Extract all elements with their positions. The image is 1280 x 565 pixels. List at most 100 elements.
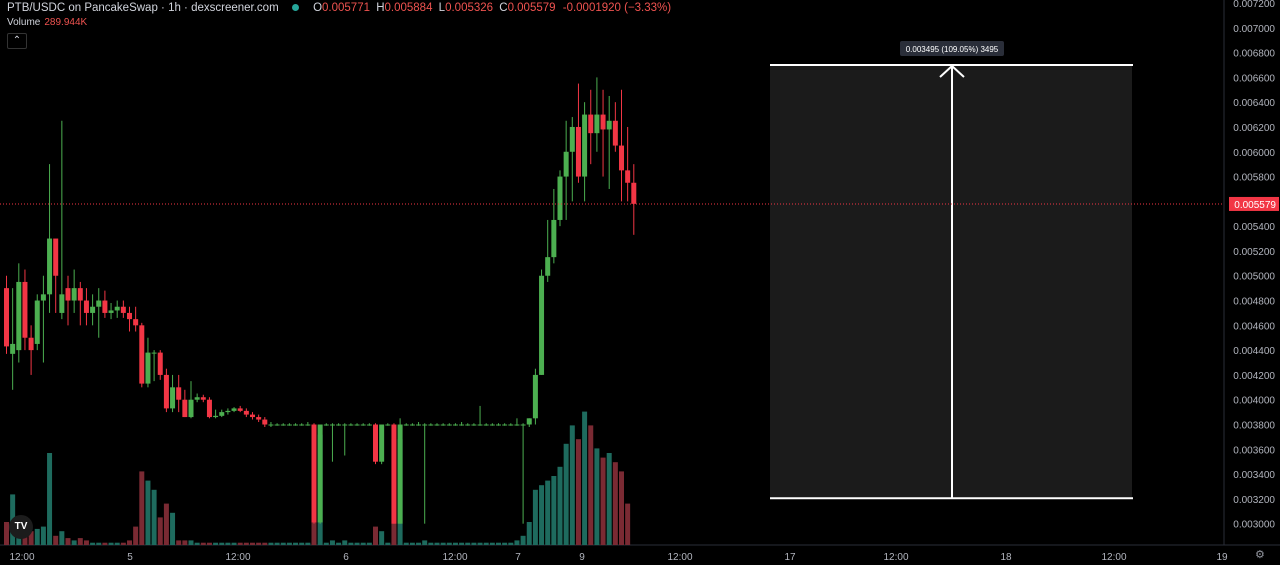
candle-body bbox=[545, 257, 551, 276]
volume-bar bbox=[551, 476, 557, 545]
volume-bar bbox=[151, 489, 157, 545]
candle-body bbox=[619, 145, 624, 171]
volume-bar bbox=[563, 443, 569, 545]
y-tick-label: 0.006600 bbox=[1233, 73, 1275, 84]
volume-bar bbox=[539, 485, 545, 545]
candle-body bbox=[409, 424, 415, 426]
candle-body bbox=[563, 151, 569, 177]
y-tick-label: 0.003400 bbox=[1233, 470, 1275, 481]
candle-body bbox=[336, 424, 342, 426]
candle-body bbox=[434, 424, 440, 426]
x-tick-label: 17 bbox=[784, 552, 796, 563]
volume-bar bbox=[428, 542, 434, 545]
candle-body bbox=[631, 182, 637, 204]
candle-body bbox=[200, 397, 206, 400]
volume-bar bbox=[127, 540, 132, 545]
volume-bar bbox=[139, 471, 145, 545]
x-tick-label: 12:00 bbox=[442, 552, 467, 563]
candle-body bbox=[373, 424, 378, 462]
candle-body bbox=[231, 408, 237, 411]
volume-bar bbox=[274, 542, 280, 545]
candle-body bbox=[151, 352, 157, 354]
volume-bar bbox=[188, 540, 194, 545]
candle-body bbox=[102, 300, 108, 313]
volume-bar bbox=[280, 542, 286, 545]
volume-bar bbox=[59, 531, 65, 545]
chevron-up-icon[interactable]: ⌃ bbox=[7, 33, 27, 49]
volume-bar bbox=[354, 542, 360, 545]
volume-bar bbox=[293, 542, 299, 545]
candle-body bbox=[366, 424, 372, 426]
candle-body bbox=[354, 424, 360, 426]
gear-icon[interactable]: ⚙ bbox=[1255, 549, 1265, 561]
candle-body bbox=[452, 424, 458, 426]
candle-body bbox=[594, 114, 600, 134]
volume-bar bbox=[336, 542, 342, 545]
candle-body bbox=[397, 424, 403, 524]
candle-body bbox=[532, 374, 538, 419]
volume-bar bbox=[96, 542, 102, 545]
measure-arrow-head-icon bbox=[939, 64, 965, 78]
candle-body bbox=[47, 238, 53, 295]
volume-bar bbox=[170, 512, 176, 545]
volume-bar bbox=[83, 540, 89, 545]
candle-body bbox=[391, 424, 397, 524]
close-value: 0.005579 bbox=[507, 2, 556, 14]
y-tick-label: 0.005000 bbox=[1233, 272, 1275, 283]
high-value: 0.005884 bbox=[384, 2, 433, 14]
volume-bar bbox=[606, 453, 612, 545]
volume-bar bbox=[194, 542, 200, 545]
candle-body bbox=[65, 288, 71, 301]
volume-bar bbox=[176, 540, 182, 545]
candle-body bbox=[526, 418, 532, 425]
volume-bar bbox=[446, 542, 452, 545]
volume-bar bbox=[483, 542, 489, 545]
volume-bar bbox=[360, 542, 366, 545]
volume-bar bbox=[65, 538, 71, 545]
candle-body bbox=[225, 410, 231, 413]
volume-bar bbox=[145, 480, 151, 545]
volume-bar bbox=[28, 531, 34, 545]
tradingview-logo-icon[interactable]: TV bbox=[9, 515, 33, 539]
candle-body bbox=[90, 306, 96, 313]
volume-bar bbox=[409, 542, 415, 545]
y-tick-label: 0.004400 bbox=[1233, 346, 1275, 357]
y-tick-label: 0.003200 bbox=[1233, 495, 1275, 506]
candle-body bbox=[188, 399, 194, 418]
volume-value: 289.944K bbox=[44, 17, 88, 28]
volume-bar bbox=[299, 542, 305, 545]
candle-body bbox=[237, 408, 243, 411]
candle-body bbox=[133, 319, 139, 326]
candle-body bbox=[582, 114, 588, 177]
volume-label: Volume bbox=[7, 17, 41, 28]
volume-bar bbox=[373, 526, 378, 545]
candle-body bbox=[274, 424, 280, 426]
x-tick-label: 19 bbox=[1216, 552, 1228, 563]
candle-body bbox=[22, 281, 28, 338]
volume-bar bbox=[600, 457, 606, 545]
y-tick-label: 0.006200 bbox=[1233, 123, 1275, 134]
volume-bar bbox=[508, 542, 514, 545]
candle-body bbox=[163, 374, 169, 409]
candle-body bbox=[305, 424, 311, 426]
candle-body bbox=[40, 294, 46, 301]
candle-body bbox=[422, 424, 428, 426]
volume-bar bbox=[489, 542, 495, 545]
volume-bar bbox=[262, 542, 268, 545]
volume-bar bbox=[90, 542, 96, 545]
candle-body bbox=[53, 238, 59, 276]
y-tick-label: 0.004600 bbox=[1233, 321, 1275, 332]
candle-body bbox=[28, 337, 34, 351]
volume-bar bbox=[366, 542, 372, 545]
candle-body bbox=[71, 288, 77, 301]
candle-body bbox=[243, 410, 249, 415]
volume-bar bbox=[108, 542, 114, 545]
change-value: -0.0001920 (−3.33%) bbox=[562, 2, 672, 14]
candle-body bbox=[176, 387, 182, 400]
volume-bar bbox=[452, 542, 458, 545]
x-tick-label: 9 bbox=[579, 552, 585, 563]
candle-body bbox=[293, 424, 299, 426]
volume-bar bbox=[619, 471, 624, 545]
volume-bar bbox=[434, 542, 440, 545]
